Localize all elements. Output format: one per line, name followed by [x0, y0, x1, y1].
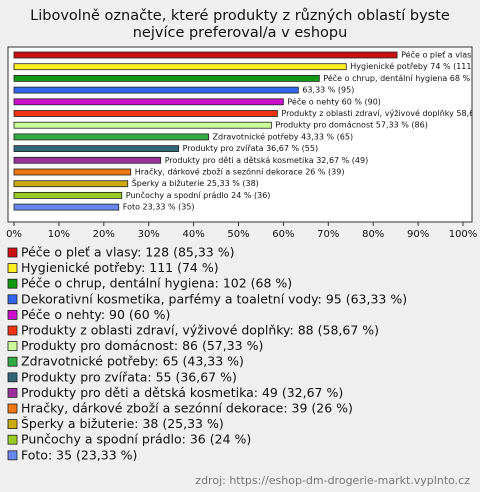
- legend-label: Šperky a bižuterie: 38 (25,33 %): [21, 416, 224, 431]
- legend-label: Péče o chrup, dentální hygiena: 102 (68 …: [21, 276, 292, 291]
- x-tick-label: 50%: [227, 229, 249, 240]
- legend-swatch: [7, 372, 18, 383]
- value-label: Hračky, dárkové zboží a sezónní dekorace…: [135, 167, 345, 177]
- legend-label: Péče o pleť a vlasy: 128 (85,33 %): [21, 245, 234, 260]
- value-label: Péče o nehty 60 % (90): [287, 96, 381, 106]
- legend-swatch: [7, 387, 18, 398]
- x-tick-label: 0%: [6, 229, 22, 240]
- legend-label: Hračky, dárkové zboží a sezónní dekorace…: [21, 401, 353, 416]
- legend-swatch: [7, 309, 18, 320]
- value-label: 63,33 % (95): [302, 86, 354, 95]
- bar: [13, 145, 180, 153]
- value-label: Šperky a bižuterie 25,33 % (38): [132, 177, 259, 188]
- value-label: Punčochy a spodní prádlo 24 % (36): [126, 190, 271, 200]
- legend-swatch: [7, 450, 18, 461]
- x-tick-label: 10%: [48, 229, 70, 240]
- legend-label: Produkty z oblasti zdraví, výživové dopl…: [21, 323, 379, 338]
- legend-label: Produkty pro děti a dětská kosmetika: 49…: [21, 385, 343, 400]
- bar: [13, 51, 398, 59]
- legend-label: Dekorativní kosmetika, parfémy a toaletn…: [21, 291, 407, 306]
- bar: [13, 86, 299, 94]
- bar: [13, 156, 162, 164]
- legend-swatch: [7, 247, 18, 258]
- legend-swatch: [7, 294, 18, 305]
- value-label: Péče o pleť a vlasy 85,33 % (128): [401, 50, 480, 60]
- legend-swatch: [7, 356, 18, 367]
- legend-swatch: [7, 403, 18, 414]
- legend-swatch: [7, 278, 18, 289]
- legend-label: Hygienické potřeby: 111 (74 %): [21, 260, 219, 275]
- x-tick-label: 90%: [407, 229, 429, 240]
- legend-label: Produkty pro zvířata: 55 (36,67 %): [21, 369, 237, 384]
- x-tick-label: 20%: [93, 229, 115, 240]
- bar: [13, 133, 209, 141]
- bar: [13, 203, 120, 211]
- value-label: Produkty pro zvířata 36,67 % (55): [183, 144, 318, 153]
- bars: Péče o pleť a vlasy 85,33 % (128)Hygieni…: [13, 50, 480, 212]
- legend-label: Punčochy a spodní prádlo: 36 (24 %): [21, 432, 251, 447]
- x-tick-label: 60%: [272, 229, 294, 240]
- x-tick-label: 40%: [182, 229, 204, 240]
- chart-title: Libovolně označte, které produkty z různ…: [30, 8, 450, 41]
- bar: [13, 98, 284, 106]
- value-label: Zdravotnické potřeby 43,33 % (65): [213, 131, 354, 141]
- value-label: Péče o chrup, dentální hygiena 68 % (102…: [323, 73, 480, 83]
- bar: [13, 75, 320, 82]
- legend-label: Foto: 35 (23,33 %): [21, 447, 137, 462]
- bar: [13, 63, 347, 71]
- bar: [13, 191, 123, 199]
- legend-label: Péče o nehty: 90 (60 %): [21, 307, 170, 322]
- legend-label: Zdravotnické potřeby: 65 (43,33 %): [21, 354, 244, 369]
- x-tick-label: 70%: [317, 229, 339, 240]
- bar: [13, 121, 272, 129]
- x-tick-label: 80%: [362, 229, 384, 240]
- value-label: Foto 23,33 % (35): [123, 203, 195, 212]
- value-label: Hygienické potřeby 74 % (111): [350, 61, 474, 71]
- legend-swatch: [7, 341, 18, 352]
- legend-swatch: [7, 434, 18, 445]
- value-label: Produkty z oblasti zdraví, výživové dopl…: [281, 108, 480, 118]
- x-tick-label: 30%: [138, 229, 160, 240]
- bar: [13, 180, 129, 188]
- legend-swatch: [7, 325, 18, 336]
- x-tick-label: 100%: [449, 229, 478, 240]
- value-label: Produkty pro děti a dětská kosmetika 32,…: [165, 156, 369, 165]
- legend-swatch: [7, 419, 18, 430]
- legend-label: Produkty pro domácnost: 86 (57,33 %): [21, 338, 263, 353]
- legend-swatch: [7, 263, 18, 274]
- source: zdroj: https://eshop-dm-drogerie-markt.v…: [195, 474, 470, 487]
- value-label: Produkty pro domácnost 57,33 % (86): [275, 121, 427, 130]
- bar: [13, 110, 278, 117]
- bar: [13, 168, 132, 176]
